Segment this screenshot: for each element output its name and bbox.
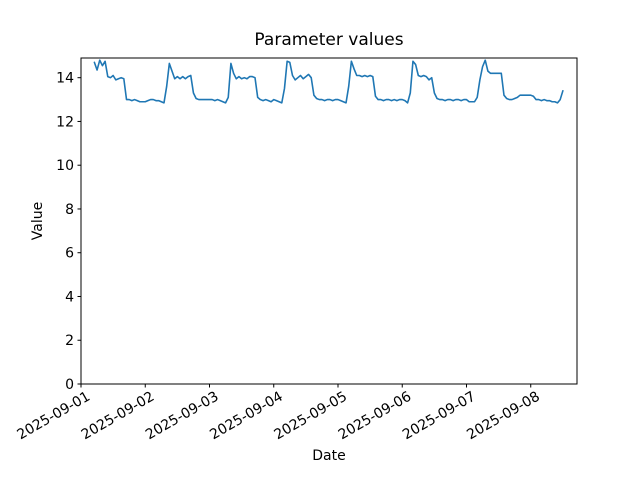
- y-tick-label: 10: [56, 158, 74, 174]
- y-tick-label: 14: [56, 71, 74, 87]
- data-series-line: [93, 59, 564, 104]
- x-axis-ticks: 2025-09-012025-09-022025-09-032025-09-04…: [15, 384, 543, 443]
- y-tick-label: 8: [65, 202, 74, 218]
- chart-title: Parameter values: [254, 30, 404, 50]
- y-tick-label: 0: [65, 377, 74, 393]
- y-axis-ticks: 0 2 4 6 8 10 12 14: [56, 71, 81, 393]
- y-tick-label: 12: [56, 114, 74, 130]
- y-tick-label: 2: [65, 333, 74, 349]
- x-tick-label: 2025-09-08: [464, 389, 542, 444]
- y-tick-label: 6: [65, 246, 74, 262]
- x-axis-label: Date: [312, 448, 346, 464]
- plot-border: [80, 57, 578, 385]
- y-tick-label: 4: [65, 289, 74, 305]
